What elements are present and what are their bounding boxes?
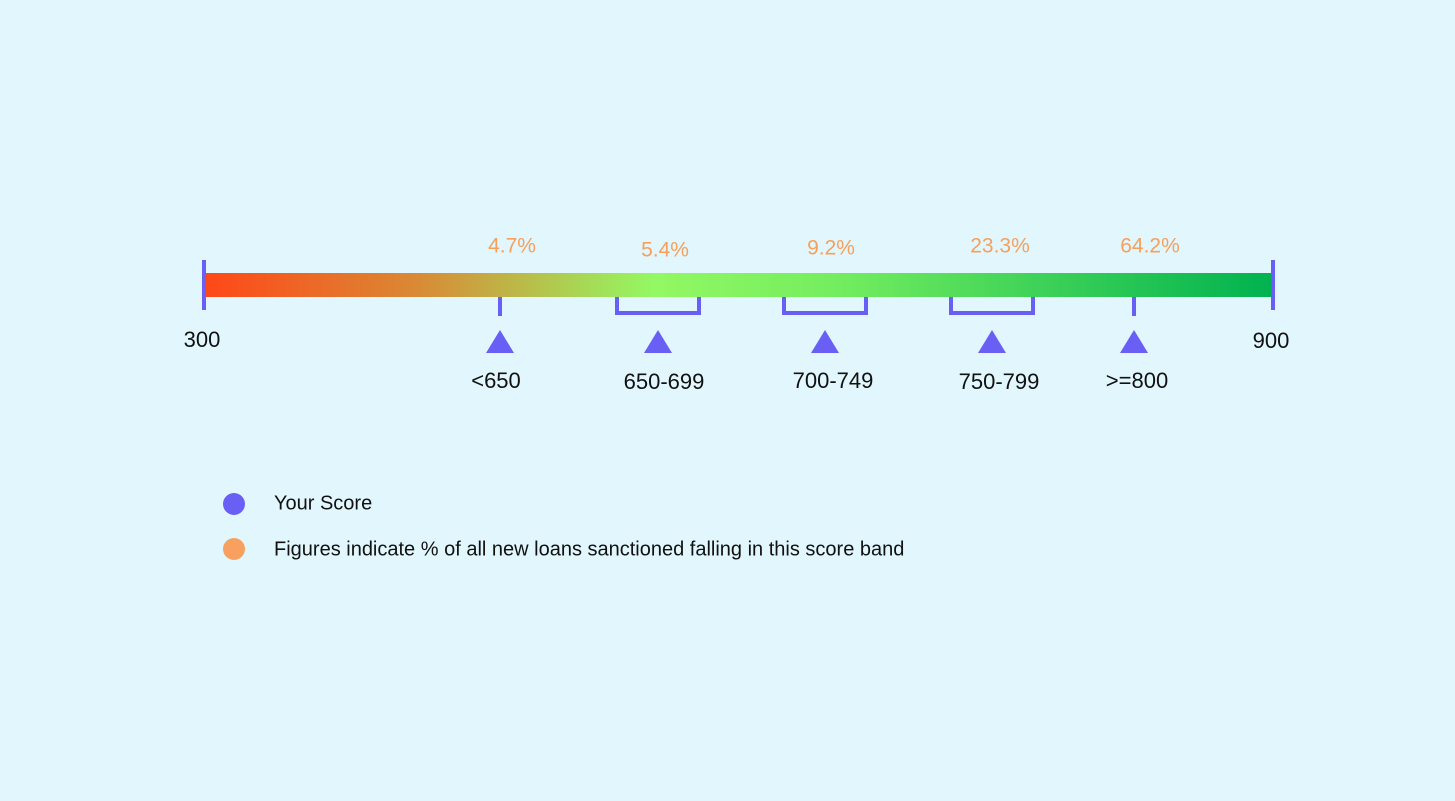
band-label: 750-799 xyxy=(959,369,1040,394)
score-marker xyxy=(486,330,514,353)
legend-label: Figures indicate % of all new loans sanc… xyxy=(274,538,904,560)
band-label: <650 xyxy=(471,368,521,393)
scale-max: 900 xyxy=(1253,328,1290,353)
band-share: 23.3% xyxy=(970,235,1030,258)
band-share: 5.4% xyxy=(641,239,689,262)
score-marker xyxy=(644,330,672,353)
score-marker xyxy=(811,330,839,353)
band-label: >=800 xyxy=(1106,368,1168,393)
band-share: 4.7% xyxy=(488,235,536,258)
legend-label: Your Score xyxy=(274,492,372,514)
score-bar xyxy=(204,273,1273,297)
band-bracket xyxy=(949,297,1035,315)
band-bracket xyxy=(615,297,701,315)
band-label: 700-749 xyxy=(793,368,874,393)
band-share: 64.2% xyxy=(1120,235,1180,258)
scale-min: 300 xyxy=(184,327,221,352)
score-marker xyxy=(978,330,1006,353)
score-marker xyxy=(1120,330,1148,353)
legend-dot xyxy=(223,538,245,560)
band-share: 9.2% xyxy=(807,237,855,260)
legend-dot xyxy=(223,493,245,515)
band-bracket xyxy=(782,297,868,315)
band-label: 650-699 xyxy=(624,369,705,394)
